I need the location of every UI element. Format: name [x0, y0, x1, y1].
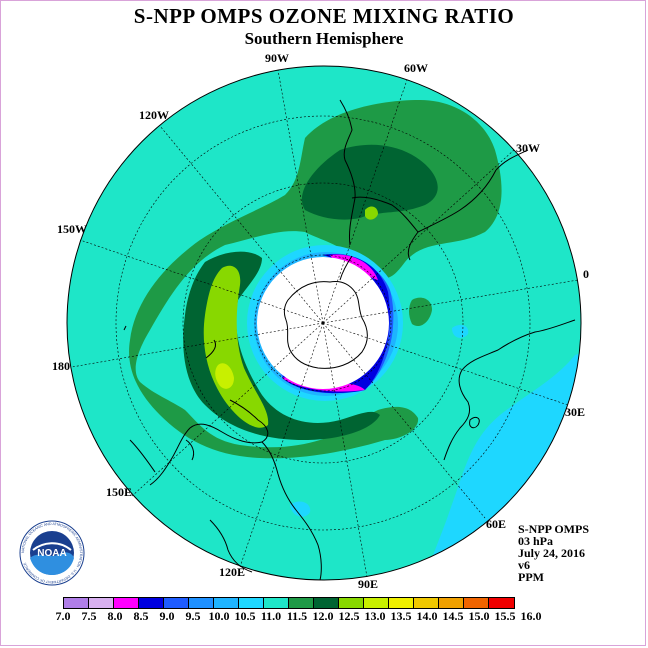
colorbar-swatch — [314, 598, 339, 608]
colorbar-swatch — [139, 598, 164, 608]
colorbar-tick-label: 9.5 — [185, 609, 201, 623]
colorbar-tick-label: 8.0 — [107, 609, 123, 623]
colorbar-swatch — [339, 598, 364, 608]
graticule — [71, 69, 579, 578]
colorbar-tick-label: 11.0 — [260, 609, 282, 623]
colorbar-tick-label: 7.5 — [81, 609, 97, 623]
field-band-13-0 — [215, 363, 234, 389]
lon-label-30e: 30E — [565, 405, 585, 419]
colorbar-tick-label: 13.5 — [390, 609, 412, 623]
colorbar-swatch — [239, 598, 264, 608]
lon-label-0: 0 — [583, 267, 589, 281]
colorbar-swatch — [489, 598, 514, 608]
lon-label-30w: 30W — [516, 141, 540, 155]
coastlines — [123, 99, 576, 581]
noaa-logo: NOAA NATIONAL OCEANIC AND ATMOSPHERIC AD… — [19, 520, 85, 586]
colorbar-tick-label: 8.5 — [133, 609, 149, 623]
colorbar-swatch — [264, 598, 289, 608]
field-band-11-5-patch — [409, 297, 432, 327]
info-level: 03 hPa — [518, 534, 554, 548]
colorbar-tick-label: 14.0 — [416, 609, 438, 623]
lon-label-150e: 150E — [106, 485, 132, 499]
lon-label-150w: 150W — [57, 222, 87, 236]
colorbar-tick-label: 11.5 — [286, 609, 308, 623]
colorbar-swatch — [214, 598, 239, 608]
colorbar — [63, 597, 515, 609]
lon-label-60w: 60W — [404, 61, 428, 75]
colorbar-tick-label: 10.0 — [208, 609, 230, 623]
colorbar-tick-label: 9.0 — [159, 609, 175, 623]
field-band-12-5-patch — [365, 206, 378, 220]
colorbar-swatch — [189, 598, 214, 608]
info-instrument: S-NPP OMPS — [518, 522, 589, 536]
colorbar-swatch — [89, 598, 114, 608]
lon-label-120e: 120E — [219, 565, 245, 579]
colorbar-tick-label: 15.5 — [494, 609, 516, 623]
info-block: S-NPP OMPS 03 hPa July 24, 2016 v6 PPM — [518, 523, 589, 583]
map-title: S-NPP OMPS OZONE MIXING RATIO — [133, 4, 515, 28]
lon-label-90e: 90E — [358, 577, 378, 591]
colorbar-swatch — [114, 598, 139, 608]
map-border — [66, 65, 582, 581]
field-low-east-small — [452, 324, 469, 338]
noaa-logo-text: NOAA — [37, 548, 66, 559]
lon-label-90w: 90W — [265, 51, 289, 65]
colorbar-swatch — [464, 598, 489, 608]
colorbar-tick-label: 15.0 — [468, 609, 490, 623]
colorbar-tick-label: 12.5 — [338, 609, 360, 623]
colorbar-swatch — [414, 598, 439, 608]
colorbar-swatch — [164, 598, 189, 608]
field-band-12-0 — [301, 144, 438, 220]
lon-label-60e: 60E — [486, 517, 506, 531]
colorbar-tick-label: 16.0 — [520, 609, 542, 623]
map-subtitle: Southern Hemisphere — [244, 29, 404, 48]
field-low-south-small — [290, 501, 311, 517]
colorbar-tick-label: 14.5 — [442, 609, 464, 623]
lon-label-120w: 120W — [139, 108, 169, 122]
colorbar-tick-label: 10.5 — [234, 609, 256, 623]
colorbar-ticks: 7.0 7.5 8.0 8.5 9.0 9.5 10.0 10.5 11.0 11.5 12.0 12… — [53, 609, 601, 623]
colorbar-swatch — [64, 598, 89, 608]
info-date: July 24, 2016 — [518, 546, 586, 560]
lon-label-180: 180 — [52, 359, 70, 373]
colorbar-swatch — [439, 598, 464, 608]
colorbar-swatch — [389, 598, 414, 608]
colorbar-swatch — [364, 598, 389, 608]
colorbar-tick-label: 13.0 — [364, 609, 386, 623]
field-band-12-5 — [203, 265, 269, 428]
info-units: PPM — [518, 570, 544, 584]
colorbar-swatch — [289, 598, 314, 608]
colorbar-tick-label: 12.0 — [312, 609, 334, 623]
colorbar-tick-label: 7.0 — [55, 609, 71, 623]
info-version: v6 — [518, 558, 530, 572]
